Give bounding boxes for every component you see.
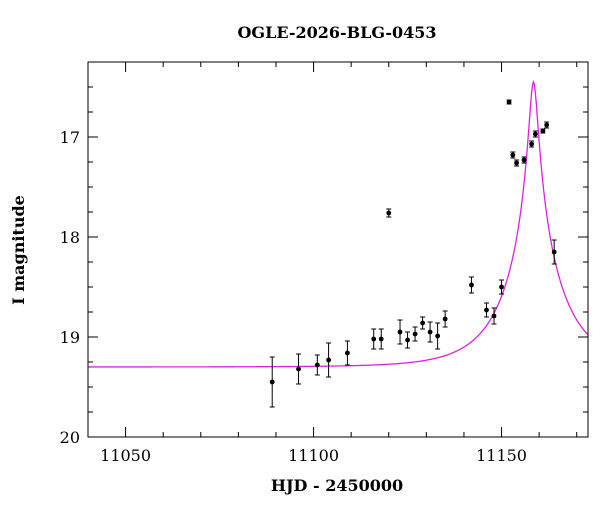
data-marker	[491, 313, 497, 319]
y-tick-label: 20	[60, 428, 80, 447]
data-marker	[484, 307, 489, 313]
data-marker	[386, 210, 392, 216]
data-point	[420, 316, 426, 330]
plot-frame	[87, 61, 589, 438]
data-point	[296, 353, 302, 385]
x-axis-label: HJD - 2450000	[271, 476, 403, 495]
data-marker	[499, 284, 504, 290]
y-axis-label: I magnitude	[9, 195, 28, 305]
data-marker	[420, 320, 425, 326]
data-marker	[435, 333, 441, 339]
y-tick-label: 18	[60, 228, 80, 247]
data-marker	[397, 329, 403, 335]
x-tick-label: 11150	[476, 446, 527, 465]
data-marker	[405, 337, 410, 343]
data-point	[405, 331, 411, 349]
y-tick-label: 19	[60, 328, 80, 347]
data-marker	[551, 249, 557, 255]
axes: 11050 11100 11150 17 18 19 20	[60, 61, 588, 465]
data-point	[540, 128, 546, 134]
data-point	[412, 326, 418, 342]
plot-area	[88, 79, 588, 408]
data-marker	[412, 331, 418, 337]
data-marker	[532, 131, 538, 137]
data-point	[521, 156, 527, 164]
data-point	[532, 130, 538, 138]
data-marker	[540, 128, 546, 134]
data-marker	[326, 357, 332, 363]
data-point	[378, 328, 384, 350]
data-point	[442, 310, 448, 328]
data-point	[314, 354, 320, 376]
x-tick-label: 11100	[288, 446, 339, 465]
data-marker	[378, 336, 384, 342]
data-point	[483, 302, 489, 318]
data-point	[397, 319, 403, 345]
data-marker	[344, 350, 350, 356]
data-point	[491, 307, 497, 325]
model-curve	[88, 79, 588, 368]
data-marker	[371, 336, 377, 342]
plot-contents	[88, 79, 588, 408]
data-point	[269, 356, 275, 408]
data-point	[499, 279, 505, 295]
data-point	[514, 159, 520, 167]
data-marker	[314, 362, 320, 368]
data-point	[544, 121, 550, 129]
data-point	[435, 322, 441, 350]
data-marker	[269, 379, 275, 385]
data-marker	[442, 316, 448, 322]
data-point	[468, 276, 474, 294]
data-marker	[514, 160, 519, 166]
data-point	[506, 99, 512, 105]
data-point	[371, 328, 377, 350]
data-marker	[521, 157, 527, 163]
data-marker	[544, 122, 550, 128]
y-tick-label: 17	[60, 128, 80, 147]
data-marker	[529, 141, 535, 147]
data-point	[386, 208, 392, 218]
data-point	[427, 321, 433, 343]
data-point	[326, 342, 332, 378]
data-marker	[506, 99, 512, 105]
data-marker	[510, 152, 516, 158]
data-point	[510, 151, 516, 159]
x-tick-label: 11050	[100, 446, 151, 465]
data-marker	[427, 329, 433, 335]
data-point	[529, 140, 535, 148]
data-point	[344, 340, 350, 366]
data-marker	[469, 282, 474, 288]
data-marker	[296, 366, 301, 372]
data-point	[551, 239, 557, 265]
chart-title: OGLE-2026-BLG-0453	[237, 23, 436, 42]
